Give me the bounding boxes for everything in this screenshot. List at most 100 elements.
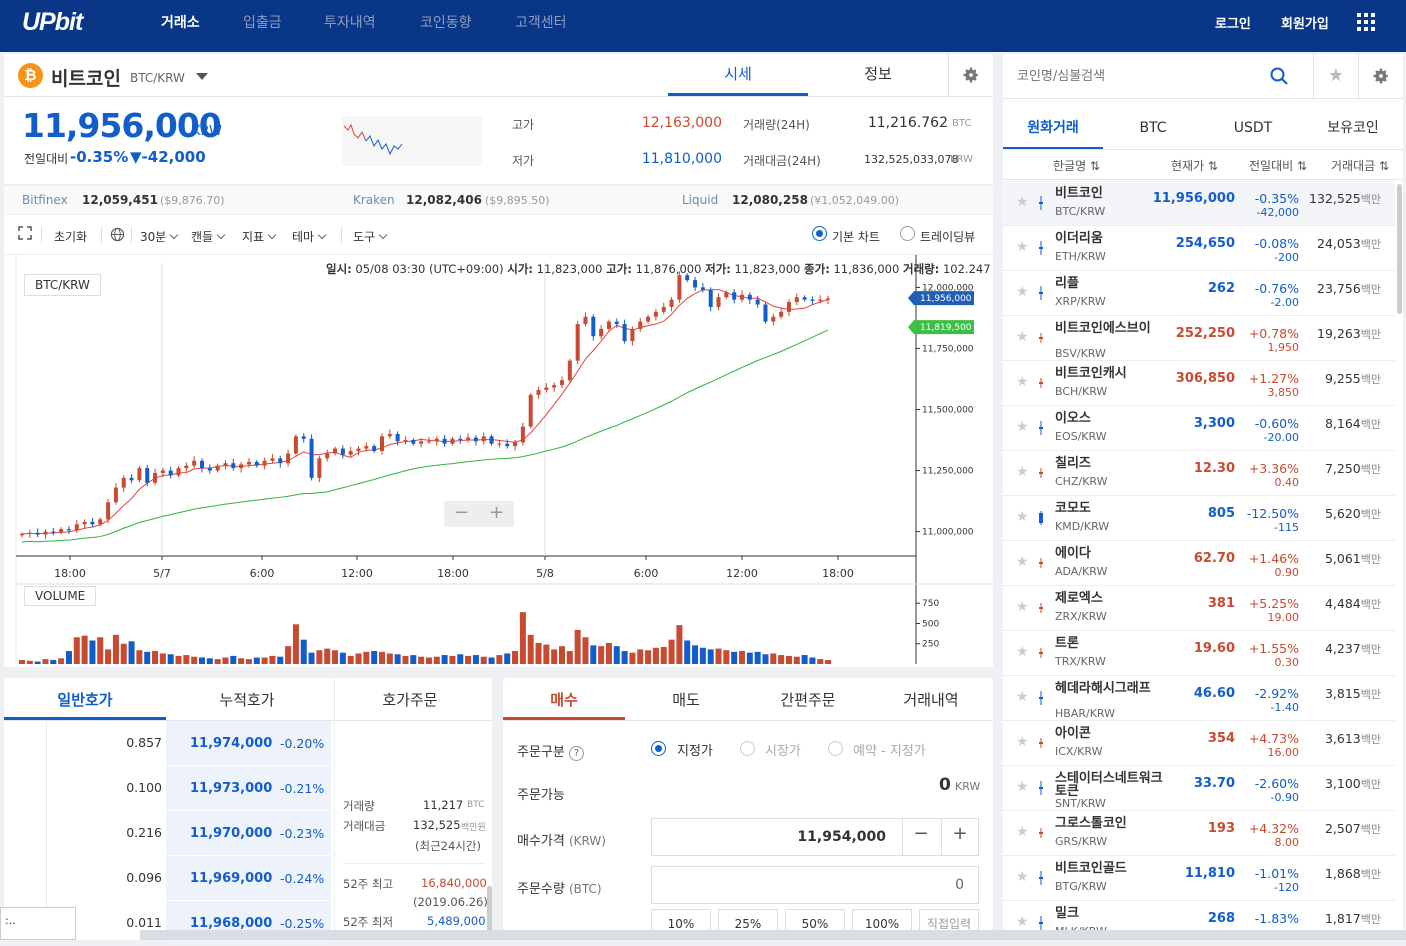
market-row[interactable]: ★ 비트코인골드 BTG/KRW 11,810 -1.01% -120 1,868백만 xyxy=(1003,856,1395,901)
tab-btc-market[interactable]: BTC xyxy=(1139,120,1167,136)
star-icon[interactable]: ★ xyxy=(1016,689,1029,705)
star-icon[interactable]: ★ xyxy=(1016,599,1029,615)
star-icon[interactable]: ★ xyxy=(1016,284,1029,300)
reset-button[interactable]: 초기화 xyxy=(54,230,88,244)
market-row[interactable]: ★ 아이콘 ICX/KRW 354 +4.73% 16.00 3,613백만 xyxy=(1003,721,1395,766)
star-icon[interactable]: ★ xyxy=(1016,824,1029,840)
fullscreen-icon[interactable] xyxy=(18,226,32,243)
market-row[interactable]: ★ 비트코인 BTC/KRW 11,956,000 -0.35% -42,000 132,5… xyxy=(1003,181,1395,226)
price-chart[interactable]: 12,000,000 11,750,000 11,500,000 11,250,000… xyxy=(4,215,993,667)
star-icon[interactable]: ★ xyxy=(1016,374,1029,390)
coin-name[interactable]: 비트코인 xyxy=(51,68,121,90)
market-row[interactable]: ★ 칠리즈 CHZ/KRW 12.30 +3.36% 0.40 7,250백만 xyxy=(1003,451,1395,496)
zoom-out-button[interactable]: − xyxy=(453,502,470,523)
orderbook-row[interactable]: 0.857 11,974,000 -0.20% xyxy=(4,721,492,766)
limit-radio[interactable] xyxy=(651,741,666,756)
market-row[interactable]: ★ 스테이터스네트워크토큰 SNT/KRW 33.70 -2.60% -0.90 3,100… xyxy=(1003,766,1395,811)
market-gear-icon[interactable] xyxy=(1358,54,1403,98)
nav-deposit[interactable]: 입출금 xyxy=(243,15,282,31)
price-minus-button[interactable]: − xyxy=(913,823,929,844)
help-icon[interactable]: ? xyxy=(568,746,584,761)
star-icon[interactable]: ★ xyxy=(1016,734,1029,750)
tab-usdt-market[interactable]: USDT xyxy=(1233,120,1273,136)
orderbook-scrollbar[interactable] xyxy=(487,886,492,940)
header-volume[interactable]: 거래대금 ⇅ xyxy=(1331,159,1390,173)
header-name[interactable]: 한글명 ⇅ xyxy=(1053,159,1100,173)
nav-support[interactable]: 고객센터 xyxy=(515,15,567,31)
login-link[interactable]: 로그인 xyxy=(1215,17,1251,32)
reserve-radio[interactable] xyxy=(828,741,843,756)
market-radio[interactable] xyxy=(740,741,755,756)
tab-orderbook-order[interactable]: 호가주문 xyxy=(382,691,438,709)
tab-sell[interactable]: 매도 xyxy=(672,691,700,709)
theme-dropdown[interactable]: 테마 xyxy=(292,228,327,245)
chevron-down-icon[interactable] xyxy=(196,73,208,80)
signup-link[interactable]: 회원가입 xyxy=(1281,17,1329,32)
market-row[interactable]: ★ 제로엑스 ZRX/KRW 381 +5.25% 19.00 4,484백만 xyxy=(1003,586,1395,631)
orderbook-row[interactable]: 0.100 11,973,000 -0.21% xyxy=(4,766,492,811)
market-row[interactable]: ★ 리플 XRP/KRW 262 -0.76% -2.00 23,756백만 xyxy=(1003,271,1395,316)
basic-chart-radio[interactable] xyxy=(812,226,827,241)
tab-krw-market[interactable]: 원화거래 xyxy=(1003,110,1103,150)
tab-cumulative-orderbook[interactable]: 누적호가 xyxy=(219,691,275,709)
star-icon[interactable]: ★ xyxy=(1016,644,1029,660)
limit-label[interactable]: 지정가 xyxy=(677,744,713,759)
interval-dropdown[interactable]: 30분 xyxy=(140,228,179,245)
basic-chart-label[interactable]: 기본 차트 xyxy=(832,230,880,244)
coin-search-input[interactable] xyxy=(1003,54,1313,98)
star-icon[interactable]: ★ xyxy=(1016,194,1029,210)
quantity-input[interactable]: 0 xyxy=(651,866,979,904)
star-icon[interactable]: ★ xyxy=(1016,509,1029,525)
market-row[interactable]: ★ 이오스 EOS/KRW 3,300 -0.60% -20.00 8,164백만 xyxy=(1003,406,1395,451)
star-icon[interactable]: ★ xyxy=(1016,464,1029,480)
tab-price[interactable]: 시세 xyxy=(668,54,808,96)
market-row[interactable]: ★ 비트코인에스브이 BSV/KRW 252,250 +0.78% 1,950 19,263… xyxy=(1003,316,1395,361)
market-scrollbar[interactable] xyxy=(1397,184,1402,314)
tab-simple-order[interactable]: 간편주문 xyxy=(780,691,836,709)
star-icon[interactable]: ★ xyxy=(1016,914,1029,930)
market-row[interactable]: ★ 비트코인캐시 BCH/KRW 306,850 +1.27% 3,850 9,255백만 xyxy=(1003,361,1395,406)
header-change[interactable]: 전일대비 ⇅ xyxy=(1249,159,1308,173)
star-icon[interactable]: ★ xyxy=(1016,554,1029,570)
gear-icon[interactable] xyxy=(948,54,993,96)
market-label[interactable]: 시장가 xyxy=(765,744,801,759)
apps-grid-icon[interactable] xyxy=(1357,13,1375,31)
tab-holdings[interactable]: 보유코인 xyxy=(1327,120,1379,136)
buy-price-input[interactable]: 11,954,000 − + xyxy=(651,818,979,856)
tab-info[interactable]: 정보 xyxy=(864,65,892,83)
candle-icon xyxy=(1039,691,1043,705)
market-row[interactable]: ★ 이더리움 ETH/KRW 254,650 -0.08% -200 24,053백만 xyxy=(1003,226,1395,271)
market-row[interactable]: ★ 헤데라해시그래프 HBAR/KRW 46.60 -2.92% -1.40 3,815백만 xyxy=(1003,676,1395,721)
upbit-logo[interactable]: UPbit xyxy=(22,8,83,36)
market-row[interactable]: ★ 에이다 ADA/KRW 62.70 +1.46% 0.90 5,061백만 xyxy=(1003,541,1395,586)
price-plus-button[interactable]: + xyxy=(952,823,968,844)
market-row[interactable]: ★ 그로스톨코인 GRS/KRW 193 +4.32% 8.00 2,507백만 xyxy=(1003,811,1395,856)
orderbook-row[interactable]: 0.216 11,970,000 -0.23% xyxy=(4,811,492,856)
search-icon[interactable] xyxy=(1269,66,1289,90)
candle-dropdown[interactable]: 캔들 xyxy=(191,228,226,245)
market-row[interactable]: ★ 코모도 KMD/KRW 805 -12.50% -115 5,620백만 xyxy=(1003,496,1395,541)
reserve-label[interactable]: 예약 - 지정가 xyxy=(853,744,926,759)
nav-exchange[interactable]: 거래소 xyxy=(161,15,200,31)
star-icon[interactable]: ★ xyxy=(1016,239,1029,255)
star-icon[interactable]: ★ xyxy=(1016,419,1029,435)
coin-volume-value: 3,815 xyxy=(1324,686,1361,701)
market-row[interactable]: ★ 트론 TRX/KRW 19.60 +1.55% 0.30 4,237백만 xyxy=(1003,631,1395,676)
zoom-in-button[interactable]: + xyxy=(488,502,505,523)
tab-history[interactable]: 거래내역 xyxy=(903,691,959,709)
star-icon[interactable]: ★ xyxy=(1016,779,1029,795)
nav-coin-trends[interactable]: 코인동향 xyxy=(420,15,472,31)
tab-normal-orderbook[interactable]: 일반호가 xyxy=(4,678,166,720)
star-icon[interactable]: ★ xyxy=(1016,329,1029,345)
star-icon[interactable]: ★ xyxy=(1016,869,1029,885)
nav-investments[interactable]: 투자내역 xyxy=(324,15,376,31)
indicator-dropdown[interactable]: 지표 xyxy=(242,228,277,245)
tradingview-label[interactable]: 트레이딩뷰 xyxy=(920,230,976,244)
header-price[interactable]: 현재가 ⇅ xyxy=(1171,159,1218,173)
tradingview-radio[interactable] xyxy=(900,226,915,241)
tab-buy[interactable]: 매수 xyxy=(503,678,625,720)
globe-icon[interactable] xyxy=(110,227,125,245)
tools-dropdown[interactable]: 도구 xyxy=(353,228,388,245)
favorites-star-icon[interactable]: ★ xyxy=(1313,54,1358,98)
orderbook-row[interactable]: 0.096 11,969,000 -0.24% xyxy=(4,856,492,901)
